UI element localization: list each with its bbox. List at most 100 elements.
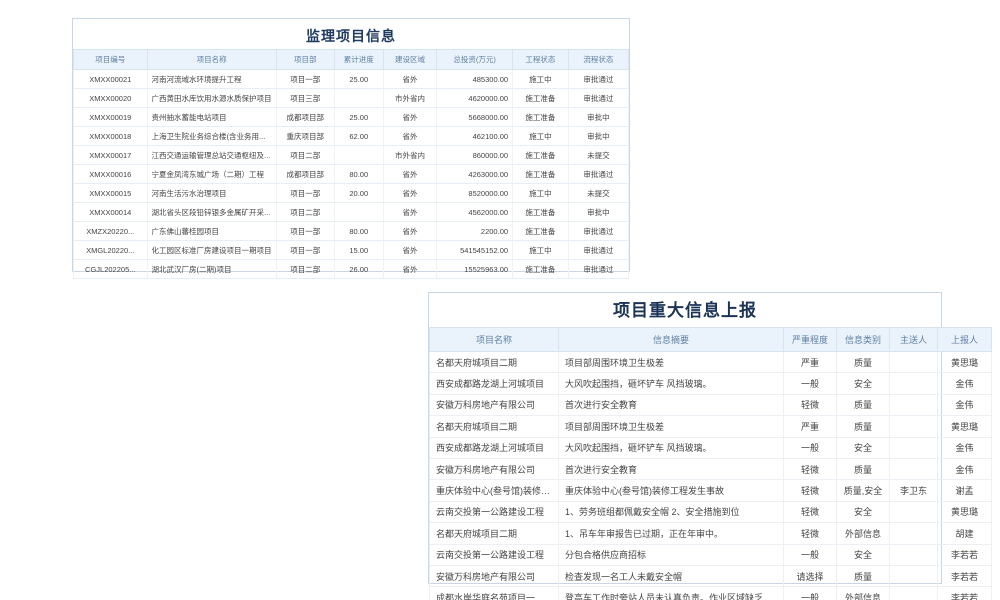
report-cell-severity: 一般 — [783, 586, 837, 600]
table-row[interactable]: 成都水岸华庭名苑项目一标段 登高车工作时旁站人员未认真负责。作业区域缺乏警示杆 一般… — [429, 586, 992, 600]
report-cell-summary[interactable]: 1、劳务班组都佩戴安全帽 2、安全措施到位 — [558, 500, 784, 524]
monitor-cell-project-name[interactable]: 上海卫生院业务综合楼(含业务用... — [146, 126, 277, 146]
monitor-cell-department[interactable]: 项目二部 — [275, 259, 335, 279]
monitor-cell-project-name[interactable]: 湖北省头区段铅锌银多金属矿开采... — [146, 202, 277, 222]
table-row[interactable]: XMXX00020 广西黄田水库饮用水源水质保护项目 项目三部 市外省内 4620000… — [73, 88, 630, 108]
monitor-cell-project-id[interactable]: XMXX00016 — [73, 164, 148, 184]
table-row[interactable]: XMXX00015 河南生活污水治理项目 项目一部 20.00 省外 8520000.00… — [73, 183, 630, 203]
table-row[interactable]: XMXX00018 上海卫生院业务综合楼(含业务用... 重庆项目部 62.00 省外 4… — [73, 126, 630, 146]
column-header-report-to[interactable]: 主送人 — [889, 327, 938, 352]
monitor-cell-project-name[interactable]: 河南河流域水环境提升工程 — [146, 69, 277, 89]
report-cell-summary[interactable]: 重庆体验中心(叁号馆)装修工程发生事故 — [558, 479, 784, 502]
monitor-cell-flow-state: 审批中 — [567, 202, 630, 222]
report-cell-project[interactable]: 安徽万科房地产有限公司 — [429, 457, 559, 481]
table-row[interactable]: 云南交投第一公路建设工程 1、劳务班组都佩戴安全帽 2、安全措施到位 轻微 安全 黄思璐 — [429, 500, 992, 524]
table-row[interactable]: XMXX00019 贵州抽水蓄能电站项目 成都项目部 25.00 省外 5668000.0… — [73, 107, 630, 127]
table-row[interactable]: 西安成都路龙湖上河城项目 大风吹起围挡，砸坏铲车 风挡玻璃。 一般 安全 金伟 — [429, 372, 992, 395]
monitor-cell-department[interactable]: 项目一部 — [275, 183, 335, 203]
monitor-cell-department[interactable]: 重庆项目部 — [275, 126, 335, 146]
report-cell-summary[interactable]: 大风吹起围挡，砸坏铲车 风挡玻璃。 — [558, 436, 784, 459]
table-row[interactable]: XMZX20220... 广东佛山蕃桂园项目 项目一部 80.00 省外 2200.00 施… — [73, 221, 630, 241]
report-cell-project[interactable]: 安徽万科房地产有限公司 — [429, 564, 559, 588]
column-header-report-by[interactable]: 上报人 — [937, 327, 992, 352]
monitor-cell-project-name[interactable]: 广西黄田水库饮用水源水质保护项目 — [146, 88, 277, 108]
column-header-department[interactable]: 项目部 — [275, 49, 335, 70]
table-row[interactable]: 安徽万科房地产有限公司 首次进行安全教育 轻微 质量 金伟 — [429, 393, 992, 417]
monitor-cell-project-id[interactable]: CGJL202205... — [73, 259, 148, 279]
column-header-report-severity[interactable]: 严重程度 — [783, 327, 837, 352]
report-cell-project[interactable]: 西安成都路龙湖上河城项目 — [429, 436, 559, 459]
column-header-report-project[interactable]: 项目名称 — [429, 327, 559, 352]
table-row[interactable]: CGJL202205... 湖北武汉厂房(二期)项目 项目二部 26.00 省外 1552… — [73, 259, 630, 279]
monitor-cell-project-id[interactable]: XMXX00015 — [73, 183, 148, 203]
report-cell-summary[interactable]: 分包合格供应商招标 — [558, 543, 784, 566]
monitor-cell-area: 省外 — [382, 107, 438, 127]
report-cell-summary[interactable]: 首次进行安全教育 — [558, 457, 784, 481]
monitor-cell-department[interactable]: 项目二部 — [275, 145, 335, 165]
report-cell-project[interactable]: 成都水岸华庭名苑项目一标段 — [429, 586, 559, 600]
monitor-cell-department[interactable]: 项目一部 — [275, 240, 335, 260]
column-header-flow-state[interactable]: 流程状态 — [567, 49, 630, 70]
report-cell-project[interactable]: 名都天府城项目二期 — [429, 350, 559, 374]
table-row[interactable]: 西安成都路龙湖上河城项目 大风吹起围挡，砸坏铲车 风挡玻璃。 一般 安全 金伟 — [429, 436, 992, 459]
column-header-eng-state[interactable]: 工程状态 — [512, 49, 569, 70]
monitor-cell-project-name[interactable]: 江西交通运输管理总站交通枢纽及... — [146, 145, 277, 165]
report-cell-to — [889, 564, 938, 588]
column-header-area[interactable]: 建设区域 — [382, 49, 438, 70]
table-row[interactable]: 重庆体验中心(叁号馆)装修工程 重庆体验中心(叁号馆)装修工程发生事故 轻微 质量,安… — [429, 479, 992, 502]
report-cell-project[interactable]: 重庆体验中心(叁号馆)装修工程 — [429, 479, 559, 502]
report-cell-summary[interactable]: 项目部周围环境卫生极差 — [558, 350, 784, 374]
report-cell-summary[interactable]: 检查发现一名工人未戴安全帽 — [558, 564, 784, 588]
monitor-cell-project-name[interactable]: 化工园区标准厂房建设项目一期项目 — [146, 240, 277, 260]
table-row[interactable]: XMXX00017 江西交通运输管理总站交通枢纽及... 项目二部 市外省内 86000… — [73, 145, 630, 165]
table-row[interactable]: 名都天府城项目二期 项目部周围环境卫生极差 严重 质量 黄思璐 — [429, 350, 992, 374]
monitor-cell-project-name[interactable]: 河南生活污水治理项目 — [146, 183, 277, 203]
table-row[interactable]: 安徽万科房地产有限公司 检查发现一名工人未戴安全帽 请选择 质量 李若若 — [429, 564, 992, 588]
table-row[interactable]: XMXX00014 湖北省头区段铅锌银多金属矿开采... 项目二部 省外 4562000… — [73, 202, 630, 222]
monitor-cell-department[interactable]: 项目一部 — [275, 221, 335, 241]
report-cell-project[interactable]: 名都天府城项目二期 — [429, 415, 559, 438]
monitor-cell-investment: 860000.00 — [436, 145, 514, 165]
column-header-progress[interactable]: 累计进度 — [333, 49, 384, 70]
monitor-cell-project-id[interactable]: XMXX00021 — [73, 69, 148, 89]
table-row[interactable]: 安徽万科房地产有限公司 首次进行安全教育 轻微 质量 金伟 — [429, 457, 992, 481]
table-row[interactable]: 云南交投第一公路建设工程 分包合格供应商招标 一般 安全 李若若 — [429, 543, 992, 566]
report-cell-summary[interactable]: 首次进行安全教育 — [558, 393, 784, 417]
report-cell-to — [889, 350, 938, 374]
column-header-investment[interactable]: 总投资(万元) — [436, 49, 514, 70]
column-header-project-name[interactable]: 项目名称 — [146, 49, 277, 70]
monitor-cell-project-id[interactable]: XMXX00019 — [73, 107, 148, 127]
report-cell-project[interactable]: 安徽万科房地产有限公司 — [429, 393, 559, 417]
report-cell-summary[interactable]: 登高车工作时旁站人员未认真负责。作业区域缺乏警示杆 — [558, 586, 784, 600]
report-cell-summary[interactable]: 大风吹起围挡，砸坏铲车 风挡玻璃。 — [558, 372, 784, 395]
monitor-cell-project-name[interactable]: 湖北武汉厂房(二期)项目 — [146, 259, 277, 279]
column-header-report-summary[interactable]: 信息摘要 — [558, 327, 784, 352]
report-cell-project[interactable]: 云南交投第一公路建设工程 — [429, 500, 559, 524]
report-cell-project[interactable]: 云南交投第一公路建设工程 — [429, 543, 559, 566]
monitor-cell-project-id[interactable]: XMXX00018 — [73, 126, 148, 146]
monitor-cell-department[interactable]: 项目三部 — [275, 88, 335, 108]
column-header-report-category[interactable]: 信息类别 — [836, 327, 890, 352]
monitor-cell-project-name[interactable]: 广东佛山蕃桂园项目 — [146, 221, 277, 241]
report-cell-summary[interactable]: 1、吊车年审报告已过期，正在年审中。 — [558, 522, 784, 545]
table-row[interactable]: XMGL20220... 化工园区标准厂房建设项目一期项目 项目一部 15.00 省外 5… — [73, 240, 630, 260]
report-cell-project[interactable]: 西安成都路龙湖上河城项目 — [429, 372, 559, 395]
monitor-cell-project-id[interactable]: XMXX00014 — [73, 202, 148, 222]
monitor-cell-department[interactable]: 成都项目部 — [275, 107, 335, 127]
table-row[interactable]: XMXX00021 河南河流域水环境提升工程 项目一部 25.00 省外 485300.0… — [73, 69, 630, 89]
monitor-cell-project-id[interactable]: XMGL20220... — [73, 240, 148, 260]
monitor-cell-project-id[interactable]: XMXX00020 — [73, 88, 148, 108]
table-row[interactable]: 名都天府城项目二期 项目部周围环境卫生极差 严重 质量 黄思璐 — [429, 415, 992, 438]
monitor-cell-project-id[interactable]: XMXX00017 — [73, 145, 148, 165]
monitor-cell-department[interactable]: 成都项目部 — [275, 164, 335, 184]
table-row[interactable]: XMXX00016 宁夏金凤湾东城广场（二期）工程 成都项目部 80.00 省外 4263… — [73, 164, 630, 184]
monitor-cell-project-name[interactable]: 宁夏金凤湾东城广场（二期）工程 — [146, 164, 277, 184]
table-row[interactable]: 名都天府城项目二期 1、吊车年审报告已过期，正在年审中。 轻微 外部信息 胡建 — [429, 522, 992, 545]
monitor-cell-project-id[interactable]: XMZX20220... — [73, 221, 148, 241]
monitor-cell-project-name[interactable]: 贵州抽水蓄能电站项目 — [146, 107, 277, 127]
monitor-cell-department[interactable]: 项目二部 — [275, 202, 335, 222]
report-cell-summary[interactable]: 项目部周围环境卫生极差 — [558, 415, 784, 438]
column-header-project-id[interactable]: 项目编号 — [73, 49, 148, 70]
report-cell-project[interactable]: 名都天府城项目二期 — [429, 522, 559, 545]
monitor-cell-department[interactable]: 项目一部 — [275, 69, 335, 89]
